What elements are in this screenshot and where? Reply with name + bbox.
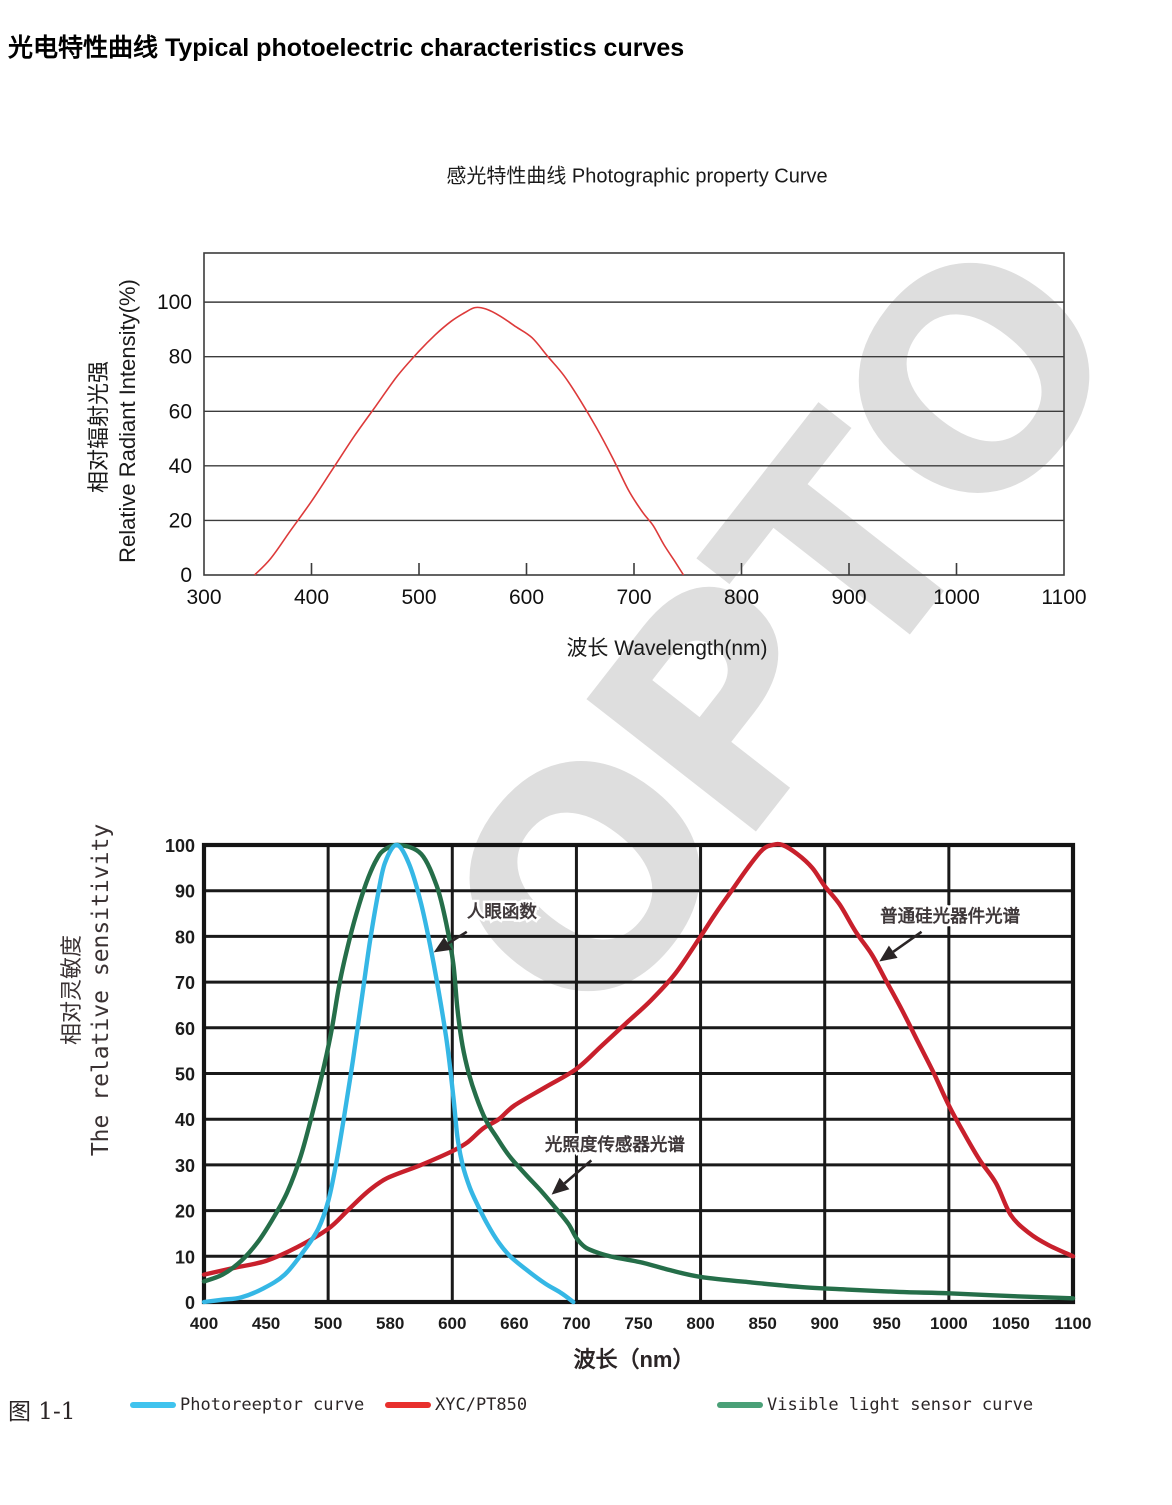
chart1-y-tick-label: 100 xyxy=(157,291,192,314)
chart2-x-tick-label: 750 xyxy=(624,1314,652,1333)
chart1-x-tick-label: 300 xyxy=(186,586,221,609)
annotation-text: 人眼函数 xyxy=(467,901,537,921)
chart2-x-tick-label: 1050 xyxy=(992,1314,1030,1333)
chart2-x-tick-label: 400 xyxy=(190,1314,218,1333)
chart2-x-tick-label: 900 xyxy=(811,1314,839,1333)
curve-xyc-pt850 xyxy=(201,841,1076,1277)
photographic-property-chart: 0 20 40 60 80 100 300 400 500 600 700 800 900 1000 110… xyxy=(157,252,1087,609)
chart2-y-axis-label-en: The relative sensitivity xyxy=(88,823,114,1157)
legend-swatch xyxy=(385,1402,431,1408)
chart2-x-tick-label: 580 xyxy=(376,1314,404,1333)
legend-item: XYC/PT850 xyxy=(385,1395,527,1415)
annotation-arrow-line xyxy=(447,930,468,945)
legend-item: Photoreeptor curve xyxy=(130,1395,364,1415)
chart2-y-tick-label: 50 xyxy=(175,1065,195,1085)
legend-swatch xyxy=(717,1402,763,1408)
chart2-x-tick-label: 700 xyxy=(562,1314,590,1333)
chart1-x-tick-label: 400 xyxy=(294,586,329,609)
chart1-y-tick-label: 60 xyxy=(169,400,192,423)
annotation-silicon-device: 普通硅光器件光谱 xyxy=(878,903,1023,962)
chart2-y-tick-label: 10 xyxy=(175,1247,195,1267)
chart1-y-axis-label-cn: 相对辐射光强 xyxy=(86,360,111,494)
chart2-x-tick-label: 600 xyxy=(438,1314,466,1333)
chart2-x-tick-label: 500 xyxy=(314,1314,342,1333)
annotation-arrow-line xyxy=(892,930,923,953)
chart1-x-tick-label: 600 xyxy=(509,586,544,609)
chart2-y-tick-label: 80 xyxy=(175,927,195,947)
chart2-x-tick-label: 800 xyxy=(686,1314,714,1333)
chart2-y-tick-label: 0 xyxy=(185,1293,195,1313)
chart1-y-tick-label: 20 xyxy=(169,509,192,532)
chart1-x-tick-label: 1100 xyxy=(1041,586,1086,609)
figure-label: 图 1-1 xyxy=(8,1399,76,1425)
annotation-text: 普通硅光器件光谱 xyxy=(880,906,1020,926)
legend-item-label: Visible light sensor curve xyxy=(767,1395,1034,1415)
chart2-x-axis-label: 波长（nm） xyxy=(573,1347,695,1372)
chart2-plot: 0 10 20 30 40 50 60 70 80 90 100 400 450 500 580 600 660… xyxy=(165,836,1091,1333)
chart2-y-tick-label: 90 xyxy=(175,882,195,902)
relative-sensitivity-chart: 0 10 20 30 40 50 60 70 80 90 100 400 450 500 580 600 660… xyxy=(165,836,1091,1333)
chart2-y-tick-label: 30 xyxy=(175,1156,195,1176)
radiant-intensity-curve xyxy=(253,306,685,576)
chart1-x-tick-label: 900 xyxy=(831,586,866,609)
annotation-arrow-line xyxy=(563,1159,593,1185)
chart2-border xyxy=(201,842,1076,1305)
chart1-y-tick-label: 0 xyxy=(180,564,192,587)
chart2-y-axis-label-cn: 相对灵敏度 xyxy=(59,934,84,1046)
chart1-y-tick-label: 40 xyxy=(169,455,192,478)
chart2-x-tick-label: 950 xyxy=(873,1314,901,1333)
chart1-x-axis-label: 波长 Wavelength(nm) xyxy=(566,637,768,660)
chart1-x-tick-label: 1000 xyxy=(933,586,980,609)
legend-item: Visible light sensor curve xyxy=(717,1395,1033,1415)
chart2-y-tick-label: 40 xyxy=(175,1110,195,1130)
chart1-y-tick-label: 80 xyxy=(169,346,192,369)
chart1-x-tick-label: 500 xyxy=(401,586,436,609)
annotation-arrow-head xyxy=(551,1177,570,1195)
chart1-plot-border xyxy=(203,252,1065,576)
chart2-x-tick-label: 1100 xyxy=(1055,1314,1092,1333)
chart1-x-tick-label: 700 xyxy=(616,586,651,609)
annotation-arrow-head xyxy=(879,945,898,962)
chart2-x-tick-label: 1000 xyxy=(930,1314,968,1333)
chart2-x-tick-label: 660 xyxy=(500,1314,528,1333)
annotation-text: 光照度传感器光谱 xyxy=(544,1134,685,1154)
legend-swatch xyxy=(130,1402,176,1408)
chart2-x-tick-label: 850 xyxy=(748,1314,776,1333)
chart1-plot: 0 20 40 60 80 100 300 400 500 600 700 800 900 1000 110… xyxy=(157,252,1087,609)
annotation-arrow-head xyxy=(433,937,453,953)
annotation-illuminance-sensor: 光照度传感器光谱 xyxy=(541,1132,688,1195)
chart2-x-tick-label: 450 xyxy=(252,1314,280,1333)
chart2-y-tick-label: 20 xyxy=(175,1202,195,1222)
legend-item-label: XYC/PT850 xyxy=(435,1395,528,1415)
chart1-y-axis-label-en: Relative Radiant Intensity(%) xyxy=(115,279,140,563)
chart1-x-tick-label: 800 xyxy=(724,586,759,609)
annotation-human-eye: 人眼函数 xyxy=(433,899,540,953)
chart2-y-tick-label: 100 xyxy=(165,836,195,856)
chart2-y-tick-label: 70 xyxy=(175,973,195,993)
page-title: 光电特性曲线 Typical photoelectric characteris… xyxy=(8,34,685,62)
chart2-y-tick-label: 60 xyxy=(175,1019,195,1039)
chart1-title: 感光特性曲线 Photographic property Curve xyxy=(446,165,828,188)
curve-photoreceptor xyxy=(201,842,576,1305)
legend-item-label: Photoreeptor curve xyxy=(180,1395,365,1415)
curve-visible-light-sensor xyxy=(201,842,1076,1301)
